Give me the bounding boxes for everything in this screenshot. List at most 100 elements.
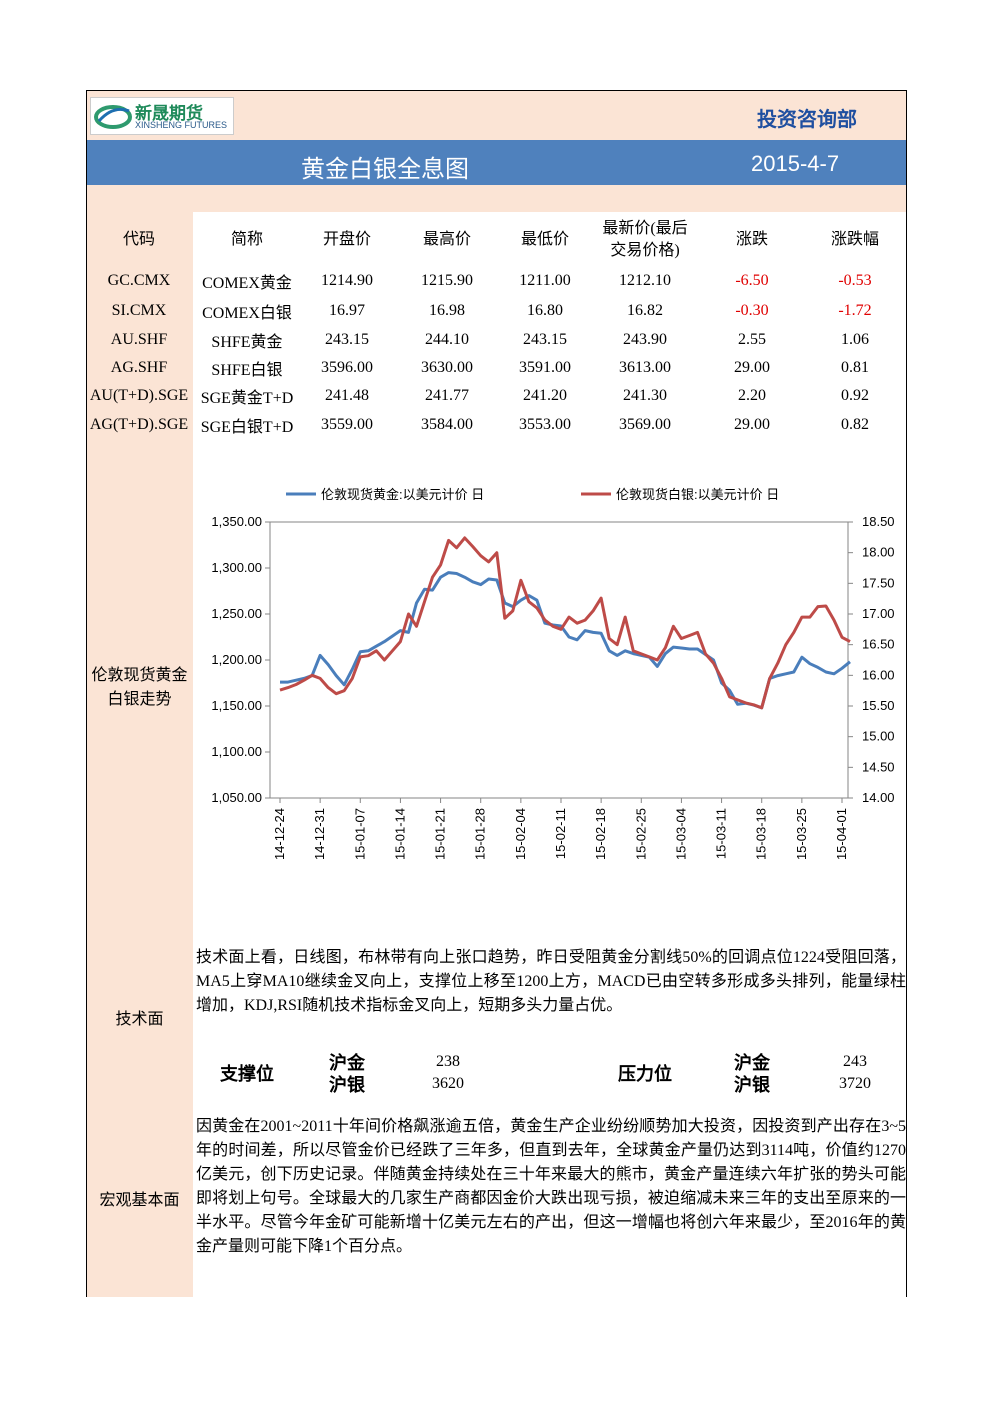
chart-label: 伦敦现货黄金白银走势 xyxy=(91,667,188,708)
table-cell: 29.00 xyxy=(734,359,770,376)
table-cell: 243.90 xyxy=(623,331,667,348)
x-tick-label: 15-02-04 xyxy=(513,808,528,860)
logo-sub: XINSHENG FUTURES xyxy=(135,120,228,130)
table-cell: COMEX黄金 xyxy=(202,275,292,292)
table-cell: 241.20 xyxy=(523,387,567,404)
column-header: 简称 xyxy=(230,231,263,248)
table-cell: AG(T+D).SGE xyxy=(89,416,189,433)
table-cell: 3584.00 xyxy=(421,416,473,433)
x-tick-label: 15-02-18 xyxy=(593,808,608,860)
title: 黄金白银全息图 xyxy=(301,156,469,183)
table-cell: SHFE黄金 xyxy=(211,334,283,351)
x-tick-label: 15-01-28 xyxy=(473,808,488,860)
x-tick-label: 15-03-18 xyxy=(754,808,769,860)
macro-text: 因黄金在2001~2011十年间价格飙涨逾五倍，黄金生产企业纷纷顺势加大投资，因… xyxy=(196,1118,906,1255)
table-cell: 243.15 xyxy=(325,331,369,348)
x-tick-label: 15-03-04 xyxy=(673,808,688,860)
x-tick-label: 15-01-14 xyxy=(392,808,407,860)
technical-label: 技术面 xyxy=(115,1011,164,1028)
frame xyxy=(86,90,907,1297)
column-header: 最新价(最后交易价格) xyxy=(602,220,688,259)
y2-tick-label: 17.50 xyxy=(862,575,895,590)
logo: 新晟期货 XINSHENG FUTURES xyxy=(90,97,234,135)
table-cell: 243.15 xyxy=(523,331,567,348)
table-cell: 3613.00 xyxy=(619,359,671,376)
table-cell: 2.55 xyxy=(738,331,766,348)
table-cell: 1211.00 xyxy=(519,272,571,289)
support-name: 沪金 xyxy=(329,1053,365,1073)
resistance-label: 压力位 xyxy=(618,1064,672,1084)
y2-tick-label: 15.50 xyxy=(862,698,895,713)
table-cell: -1.72 xyxy=(838,302,872,319)
resistance-value: 243 xyxy=(843,1053,867,1070)
table-cell: GC.CMX xyxy=(107,272,171,289)
label-column xyxy=(86,212,193,1297)
x-tick-label: 14-12-24 xyxy=(272,808,287,860)
table-cell: 0.82 xyxy=(841,416,869,433)
y2-tick-label: 17.00 xyxy=(862,606,895,621)
y2-tick-label: 18.00 xyxy=(862,545,895,560)
y-tick-label: 1,050.00 xyxy=(211,790,262,805)
x-tick-label: 15-03-25 xyxy=(794,808,809,860)
table-cell: 1214.90 xyxy=(321,272,373,289)
y-tick-label: 1,100.00 xyxy=(211,744,262,759)
resistance-name: 沪金 xyxy=(734,1053,770,1073)
column-header: 开盘价 xyxy=(322,231,371,248)
y2-tick-label: 18.50 xyxy=(862,514,895,529)
table-cell: SGE白银T+D xyxy=(200,419,294,436)
table-cell: 16.98 xyxy=(429,302,465,319)
y2-tick-label: 14.00 xyxy=(862,790,895,805)
table-cell: AU.SHF xyxy=(110,331,168,348)
date: 2015-4-7 xyxy=(751,151,840,176)
table-cell: 3559.00 xyxy=(321,416,373,433)
x-tick-label: 15-01-07 xyxy=(352,808,367,860)
resistance-value: 3720 xyxy=(839,1075,871,1092)
y-tick-label: 1,300.00 xyxy=(211,560,262,575)
table-cell: AU(T+D).SGE xyxy=(89,387,189,404)
support-value: 3620 xyxy=(432,1075,464,1092)
spacer-row xyxy=(86,185,907,212)
table-cell: 2.20 xyxy=(738,387,766,404)
y-tick-label: 1,250.00 xyxy=(211,606,262,621)
table-cell: AG.SHF xyxy=(110,359,168,376)
table-cell: 3630.00 xyxy=(421,359,473,376)
table-cell: -0.53 xyxy=(838,272,872,289)
logo-icon xyxy=(94,105,132,129)
table-cell: 3596.00 xyxy=(321,359,373,376)
table-cell: 29.00 xyxy=(734,416,770,433)
table-cell: 16.82 xyxy=(627,302,663,319)
column-header: 涨跌幅 xyxy=(830,231,879,248)
table-cell: COMEX白银 xyxy=(202,305,292,322)
department: 投资咨询部 xyxy=(757,109,857,131)
table-cell: 16.80 xyxy=(527,302,563,319)
x-tick-label: 15-03-11 xyxy=(714,808,729,859)
table-cell: 3553.00 xyxy=(519,416,571,433)
technical-text: 技术面上看，日线图，布林带有向上张口趋势，昨日受阻黄金分割线50%的回调点位12… xyxy=(196,949,906,1014)
column-header: 最高价 xyxy=(422,231,471,248)
column-header: 代码 xyxy=(122,231,155,248)
y2-tick-label: 14.50 xyxy=(862,759,895,774)
table-cell: 241.48 xyxy=(325,387,369,404)
table-cell: 16.97 xyxy=(329,302,365,319)
column-header: 涨跌 xyxy=(735,231,768,248)
table-cell: -6.50 xyxy=(735,272,769,289)
table-cell: 0.92 xyxy=(841,387,869,404)
table-cell: SI.CMX xyxy=(111,302,167,319)
series-line xyxy=(279,536,851,710)
table-cell: 3591.00 xyxy=(519,359,571,376)
y2-tick-label: 15.00 xyxy=(862,729,895,744)
table-cell: 241.30 xyxy=(623,387,667,404)
table-cell: SHFE白银 xyxy=(211,362,283,379)
table-cell: 241.77 xyxy=(425,387,469,404)
table-cell: 1215.90 xyxy=(421,272,473,289)
logo-name: 新晟期货 xyxy=(135,104,203,123)
x-tick-label: 15-04-01 xyxy=(834,808,849,860)
series-line xyxy=(280,571,851,710)
x-tick-label: 15-02-25 xyxy=(633,808,648,860)
table-cell: 244.10 xyxy=(425,331,469,348)
legend-label: 伦敦现货白银:以美元计价 日 xyxy=(616,487,779,502)
table-cell: 1212.10 xyxy=(619,272,671,289)
table-cell: -0.30 xyxy=(735,302,769,319)
resistance-name: 沪银 xyxy=(734,1075,770,1095)
x-tick-label: 15-02-11 xyxy=(553,808,568,859)
